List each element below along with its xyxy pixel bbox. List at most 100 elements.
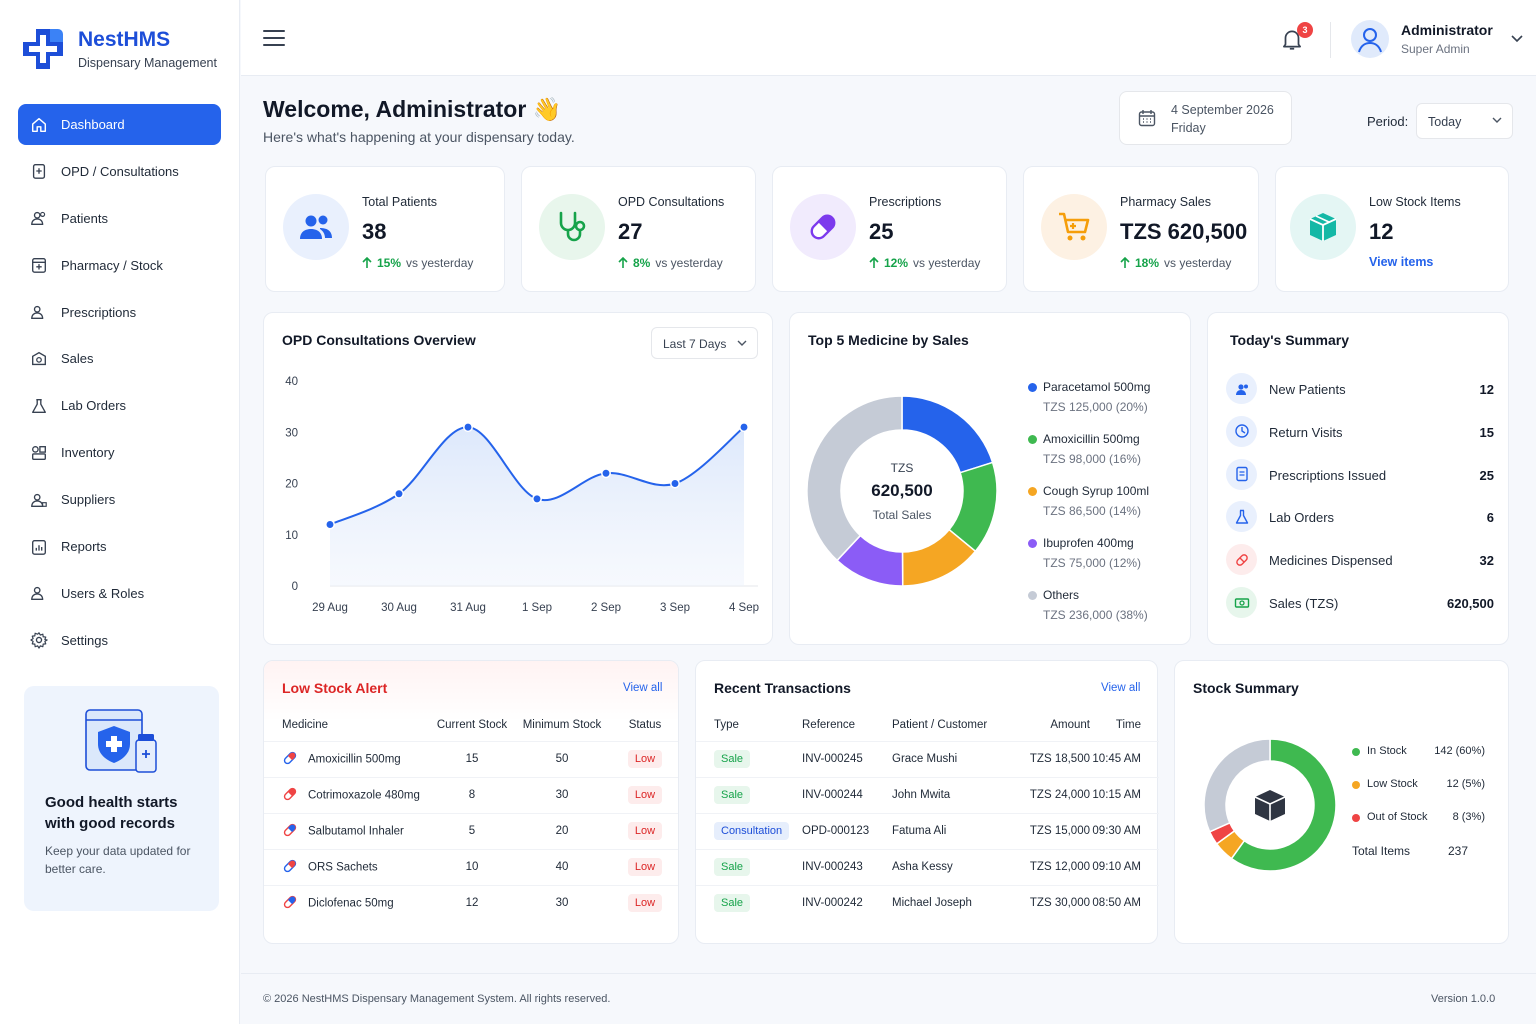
type-badge: Sale (714, 786, 751, 804)
table-row[interactable]: Cotrimoxazole 480mg 8 30 Low (264, 777, 678, 813)
sidebar-item-inventory[interactable]: Inventory (18, 432, 221, 473)
view-items-link[interactable]: View items (1369, 255, 1434, 269)
brand-subtitle: Dispensary Management (78, 56, 217, 70)
time: 09:10 AM (1092, 861, 1141, 873)
low-stock-panel: Low Stock Alert View all Medicine Current… (263, 660, 679, 944)
table-row[interactable]: Consultation OPD-000123 Fatuma Ali TZS 15,0… (696, 813, 1159, 849)
data-point[interactable] (394, 488, 404, 499)
table-row[interactable]: Sale INV-000243 Asha Kessy TZS 12,000 09:10 … (696, 849, 1159, 885)
legend-name: In Stock (1367, 745, 1407, 757)
column-header[interactable]: Reference (802, 718, 856, 731)
sidebar-item-label: Users & Roles (61, 585, 145, 601)
table-row[interactable]: Amoxicillin 500mg 15 50 Low (264, 741, 678, 777)
date-display[interactable]: 4 September 2026 Friday (1119, 91, 1292, 145)
stat-value: TZS 620,500 (1120, 219, 1248, 244)
stat-card-opd-consultations[interactable]: OPD Consultations 27 8% vs yesterday (521, 166, 756, 292)
column-header[interactable]: Amount (1050, 718, 1090, 731)
sidebar-item-label: Pharmacy / Stock (61, 257, 163, 273)
column-header[interactable]: Minimum Stock (522, 718, 602, 731)
data-point[interactable] (670, 478, 680, 489)
view-all-link[interactable]: View all (1101, 682, 1141, 694)
legend-swatch (1352, 814, 1360, 822)
stat-card-prescriptions[interactable]: Prescriptions 25 12% vs yesterday (772, 166, 1007, 292)
medicine-cell: Diclofenac 50mg (264, 885, 430, 921)
stat-card-pharmacy-sales[interactable]: Pharmacy Sales TZS 620,500 18% vs yester… (1023, 166, 1259, 292)
arrow-up-icon (618, 257, 628, 268)
document-icon (1226, 458, 1257, 490)
legend-name: Cough Syrup 100ml (1043, 484, 1150, 498)
summary-value: 12 (1479, 382, 1494, 397)
stat-card-low-stock[interactable]: Low Stock Items 12 View items (1275, 166, 1509, 292)
sidebar-item-reports[interactable]: Reports (18, 526, 221, 567)
sidebar-item-label: OPD / Consultations (61, 163, 179, 179)
medicine-cell: Amoxicillin 500mg (264, 741, 430, 777)
pie-slice[interactable] (806, 395, 903, 562)
shield-medicine-illustration (84, 708, 160, 781)
sidebar-item-dashboard[interactable]: Dashboard (18, 104, 221, 145)
column-header[interactable]: Type (714, 718, 739, 731)
user-menu[interactable]: Administrator Super Admin (1351, 20, 1523, 58)
table-row[interactable]: Sale INV-000245 Grace Mushi TZS 18,500 10:45… (696, 741, 1159, 777)
arrow-up-icon (362, 257, 372, 268)
table-row[interactable]: Sale INV-000242 Michael Joseph TZS 30,000 08… (696, 885, 1159, 921)
flask-icon (1226, 501, 1257, 533)
sidebar-item-lab-orders[interactable]: Lab Orders (18, 385, 221, 426)
sidebar-item-label: Reports (61, 539, 107, 555)
table-row[interactable]: Salbutamol Inhaler 5 20 Low (264, 813, 678, 849)
stat-change: 18% vs yesterday (1120, 256, 1231, 270)
pie-slice[interactable] (1230, 738, 1337, 872)
sidebar-item-sales[interactable]: Sales (18, 338, 221, 379)
period-select[interactable]: Today (1416, 103, 1513, 139)
sidebar-item-patients[interactable]: Patients (18, 198, 221, 239)
stat-card-total-patients[interactable]: Total Patients 38 15% vs yesterday (265, 166, 505, 292)
column-header[interactable]: Current Stock (436, 718, 508, 731)
view-all-link[interactable]: View all (623, 682, 663, 694)
sidebar-item-opd[interactable]: OPD / Consultations (18, 151, 221, 192)
data-point[interactable] (532, 493, 542, 504)
table-row[interactable]: Sale INV-000244 John Mwita TZS 24,000 10:15 … (696, 777, 1159, 813)
table-row[interactable]: ORS Sachets 10 40 Low (264, 849, 678, 885)
pill-icon (282, 822, 298, 841)
sidebar-item-users-roles[interactable]: Users & Roles (18, 573, 221, 614)
current-stock: 12 (465, 897, 479, 910)
box-icon (1254, 790, 1286, 821)
data-point[interactable] (463, 422, 473, 433)
notification-bell-icon[interactable] (1279, 26, 1307, 54)
column-header[interactable]: Time (1115, 718, 1141, 731)
sidebar-item-settings[interactable]: Settings (18, 620, 221, 661)
legend-value: TZS 98,000 (16%) (1043, 452, 1142, 466)
data-point[interactable] (325, 519, 335, 530)
return-icon (1226, 415, 1257, 447)
column-header[interactable]: Status (628, 718, 662, 731)
legend-swatch (1028, 383, 1037, 392)
data-point[interactable] (739, 422, 749, 433)
pie-slice[interactable] (901, 395, 994, 474)
cash-icon (1226, 587, 1257, 618)
stat-change: 12% vs yesterday (869, 256, 980, 270)
summary-row: Medicines Dispensed 32 (1226, 544, 1494, 576)
prescription-icon (31, 305, 44, 320)
summary-value: 620,500 (1447, 596, 1494, 611)
footer-copyright: © 2026 NestHMS Dispensary Management Sys… (263, 993, 611, 1005)
avatar (1351, 20, 1389, 58)
calendar-icon (1138, 110, 1156, 127)
sidebar-item-pharmacy[interactable]: Pharmacy / Stock (18, 245, 221, 286)
range-select[interactable]: Last 7 Days (651, 327, 758, 359)
sidebar-item-suppliers[interactable]: Suppliers (18, 479, 221, 520)
column-header[interactable]: Medicine (282, 718, 329, 731)
sidebar-item-prescriptions[interactable]: Prescriptions (18, 292, 221, 333)
stat-label: Pharmacy Sales (1120, 195, 1212, 209)
status-cell: Low (610, 813, 678, 849)
summary-label: Sales (TZS) (1269, 596, 1339, 611)
data-point[interactable] (601, 468, 611, 479)
pie-slice[interactable] (1203, 738, 1271, 833)
legend-value: TZS 125,000 (20%) (1043, 400, 1148, 414)
menu-toggle-icon[interactable] (263, 30, 285, 48)
table-row[interactable]: Diclofenac 50mg 12 30 Low (264, 885, 678, 921)
column-header[interactable]: Patient / Customer (892, 718, 988, 731)
current-stock: 10 (465, 861, 479, 873)
table-header-row: Type Reference Patient / Customer Amount Tim… (696, 709, 1159, 741)
today-summary-panel: Today's Summary New Patients 12 Return Vis… (1207, 312, 1509, 645)
brand-logo[interactable]: NestHMS Dispensary Management (20, 26, 217, 72)
change-text: vs yesterday (406, 256, 474, 270)
